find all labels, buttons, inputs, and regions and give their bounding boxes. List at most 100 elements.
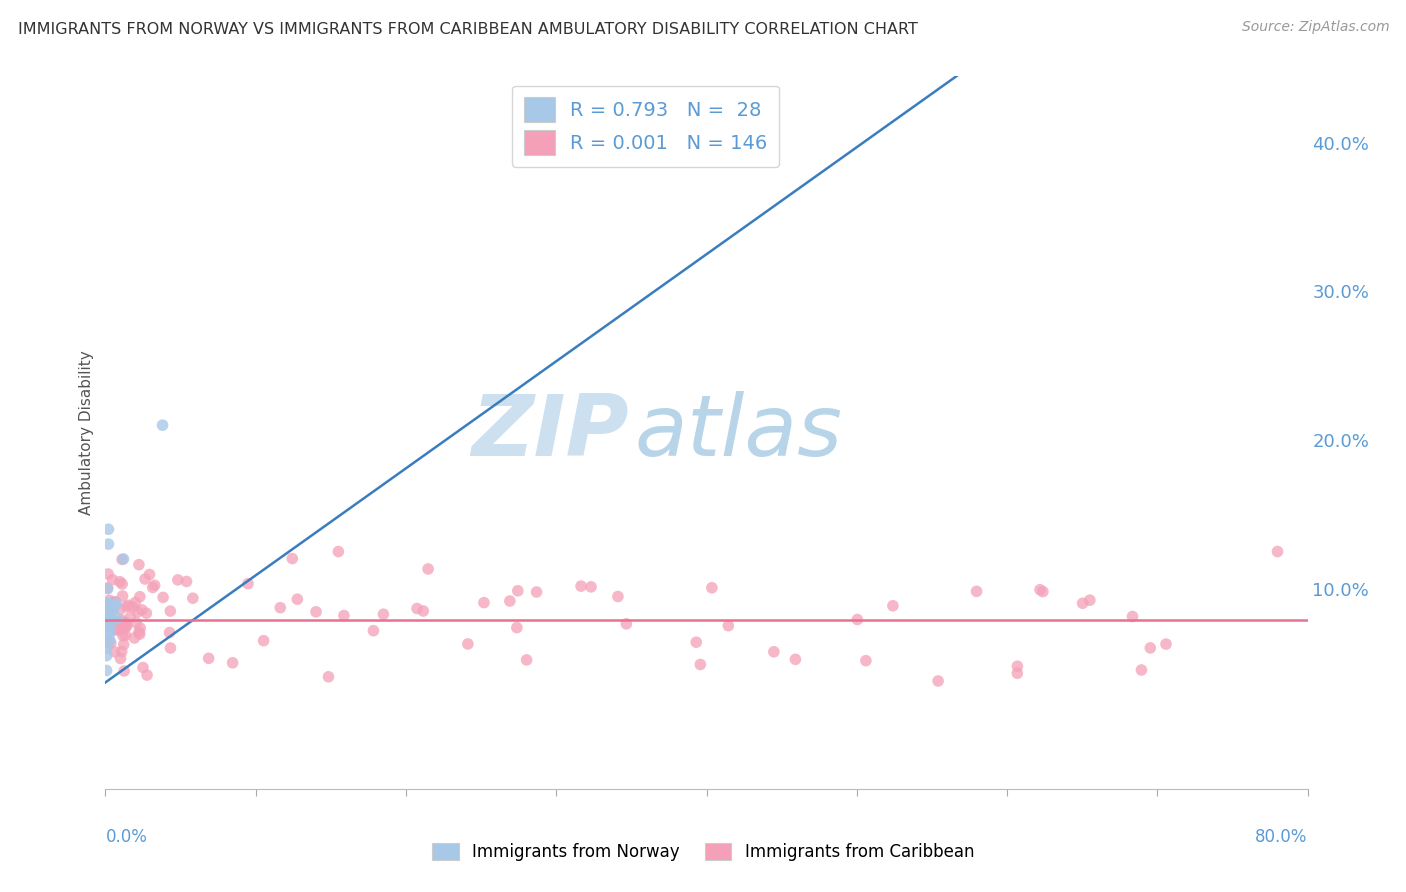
Point xyxy=(115,618,138,632)
Point xyxy=(97,566,120,581)
Point xyxy=(96,611,118,625)
Point xyxy=(236,576,259,591)
Point xyxy=(1071,596,1094,610)
Point xyxy=(100,611,122,625)
Point xyxy=(328,544,350,558)
Point xyxy=(579,580,602,594)
Point xyxy=(110,602,132,616)
Point xyxy=(107,615,129,629)
Point xyxy=(96,608,118,623)
Point xyxy=(97,604,120,618)
Point xyxy=(127,605,149,619)
Point xyxy=(103,599,125,614)
Point xyxy=(762,645,785,659)
Point xyxy=(96,648,118,663)
Point xyxy=(1267,544,1289,558)
Point xyxy=(516,653,538,667)
Point xyxy=(96,597,118,611)
Point xyxy=(114,618,136,632)
Point xyxy=(689,657,711,672)
Point xyxy=(1139,640,1161,655)
Point xyxy=(96,619,118,633)
Point xyxy=(96,620,118,634)
Legend: Immigrants from Norway, Immigrants from Caribbean: Immigrants from Norway, Immigrants from … xyxy=(425,836,981,868)
Point xyxy=(112,552,135,566)
Point xyxy=(97,610,120,624)
Point xyxy=(855,654,877,668)
Point xyxy=(318,670,340,684)
Point xyxy=(120,610,142,624)
Point xyxy=(96,633,118,648)
Point xyxy=(114,628,136,642)
Point xyxy=(569,579,592,593)
Point xyxy=(100,619,122,633)
Point xyxy=(685,635,707,649)
Text: atlas: atlas xyxy=(634,391,842,475)
Point xyxy=(785,652,807,666)
Point xyxy=(614,616,637,631)
Y-axis label: Ambulatory Disability: Ambulatory Disability xyxy=(79,351,94,515)
Point xyxy=(1029,582,1052,597)
Point xyxy=(406,601,429,615)
Point xyxy=(125,615,148,630)
Point xyxy=(111,552,134,566)
Point xyxy=(142,581,165,595)
Point xyxy=(333,608,356,623)
Point xyxy=(131,603,153,617)
Point xyxy=(927,673,949,688)
Text: IMMIGRANTS FROM NORWAY VS IMMIGRANTS FROM CARIBBEAN AMBULATORY DISABILITY CORREL: IMMIGRANTS FROM NORWAY VS IMMIGRANTS FRO… xyxy=(18,22,918,37)
Point xyxy=(117,599,139,613)
Point xyxy=(96,664,118,678)
Point xyxy=(159,604,181,618)
Point xyxy=(499,594,522,608)
Point xyxy=(1007,659,1029,673)
Point xyxy=(1032,584,1054,599)
Point xyxy=(128,558,150,572)
Point xyxy=(717,618,740,632)
Point xyxy=(112,615,135,630)
Point xyxy=(132,660,155,674)
Point xyxy=(252,633,274,648)
Point xyxy=(418,562,440,576)
Point xyxy=(129,621,152,635)
Point xyxy=(159,641,181,656)
Point xyxy=(111,613,134,627)
Point xyxy=(114,615,136,630)
Point xyxy=(103,623,125,637)
Point xyxy=(221,656,243,670)
Point xyxy=(107,624,129,638)
Point xyxy=(128,625,150,640)
Point xyxy=(966,584,988,599)
Point xyxy=(373,607,395,622)
Point xyxy=(111,577,134,591)
Point xyxy=(363,624,385,638)
Point xyxy=(110,651,132,665)
Point xyxy=(166,573,188,587)
Point xyxy=(846,613,869,627)
Point xyxy=(152,418,174,433)
Point xyxy=(136,668,159,682)
Point xyxy=(97,597,120,611)
Point xyxy=(472,596,495,610)
Point xyxy=(101,604,124,618)
Point xyxy=(97,608,120,623)
Point xyxy=(143,578,166,592)
Point xyxy=(134,572,156,586)
Point xyxy=(107,611,129,625)
Point xyxy=(107,618,129,632)
Point xyxy=(97,522,120,536)
Point xyxy=(135,606,157,620)
Text: 80.0%: 80.0% xyxy=(1256,828,1308,846)
Text: Source: ZipAtlas.com: Source: ZipAtlas.com xyxy=(1241,20,1389,34)
Point xyxy=(101,573,124,587)
Point xyxy=(1130,663,1153,677)
Point xyxy=(98,626,121,640)
Point xyxy=(112,664,135,678)
Point xyxy=(110,616,132,631)
Point xyxy=(111,629,134,643)
Point xyxy=(112,638,135,652)
Point xyxy=(104,597,127,611)
Point xyxy=(269,600,291,615)
Point xyxy=(98,633,121,648)
Point xyxy=(105,615,128,629)
